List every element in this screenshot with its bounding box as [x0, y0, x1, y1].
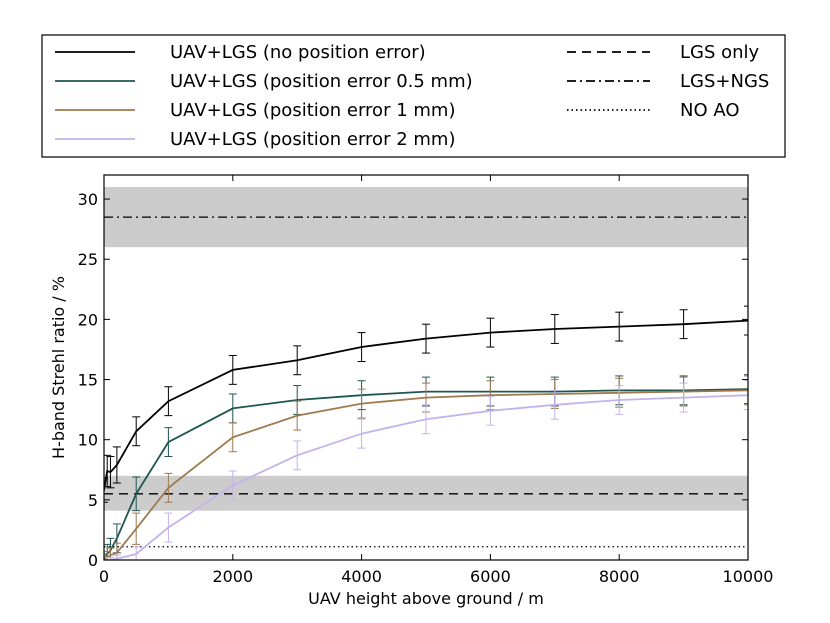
y-tick-label: 5: [88, 491, 98, 510]
x-axis-label: UAV height above ground / m: [308, 589, 544, 608]
legend-box: [41, 34, 786, 158]
x-tick-label: 0: [99, 567, 109, 586]
x-tick-label: 10000: [723, 567, 774, 586]
y-tick-labels: 0 5 10 15 20 25 30: [78, 190, 98, 570]
x-tick-label: 8000: [599, 567, 640, 586]
x-tick-label: 2000: [212, 567, 253, 586]
y-axis-label: H-band Strehl ratio / %: [49, 276, 68, 459]
legend-ref-1-label: LGS only: [680, 42, 760, 63]
legend-ref-3-label: NO AO: [680, 100, 740, 121]
y-tick-label: 30: [78, 190, 98, 209]
legend-series-1-label: UAV+LGS (no position error): [170, 42, 426, 63]
legend-series-4-label: UAV+LGS (position error 2 mm): [170, 129, 455, 150]
y-tick-label: 0: [88, 551, 98, 570]
y-tick-label: 10: [78, 431, 98, 450]
legend: UAV+LGS (no position error) UAV+LGS (posi…: [41, 34, 786, 158]
x-tick-labels: 0 2000 4000 6000 8000 10000: [99, 567, 774, 586]
series-4: [104, 380, 748, 560]
series-layer: [104, 305, 748, 560]
axis-ticks: [103, 175, 749, 561]
series-3: [104, 375, 748, 560]
x-tick-label: 6000: [470, 567, 511, 586]
legend-series-3-label: UAV+LGS (position error 1 mm): [170, 100, 455, 121]
series-1: [104, 305, 748, 503]
legend-series-2-label: UAV+LGS (position error 0.5 mm): [170, 71, 473, 92]
reference-lines: [104, 216, 748, 548]
y-tick-label: 25: [78, 250, 98, 269]
y-tick-label: 20: [78, 310, 98, 329]
plot-frame: [103, 174, 749, 561]
x-tick-label: 4000: [341, 567, 382, 586]
y-tick-label: 15: [78, 371, 98, 390]
legend-ref-2-label: LGS+NGS: [680, 71, 769, 92]
